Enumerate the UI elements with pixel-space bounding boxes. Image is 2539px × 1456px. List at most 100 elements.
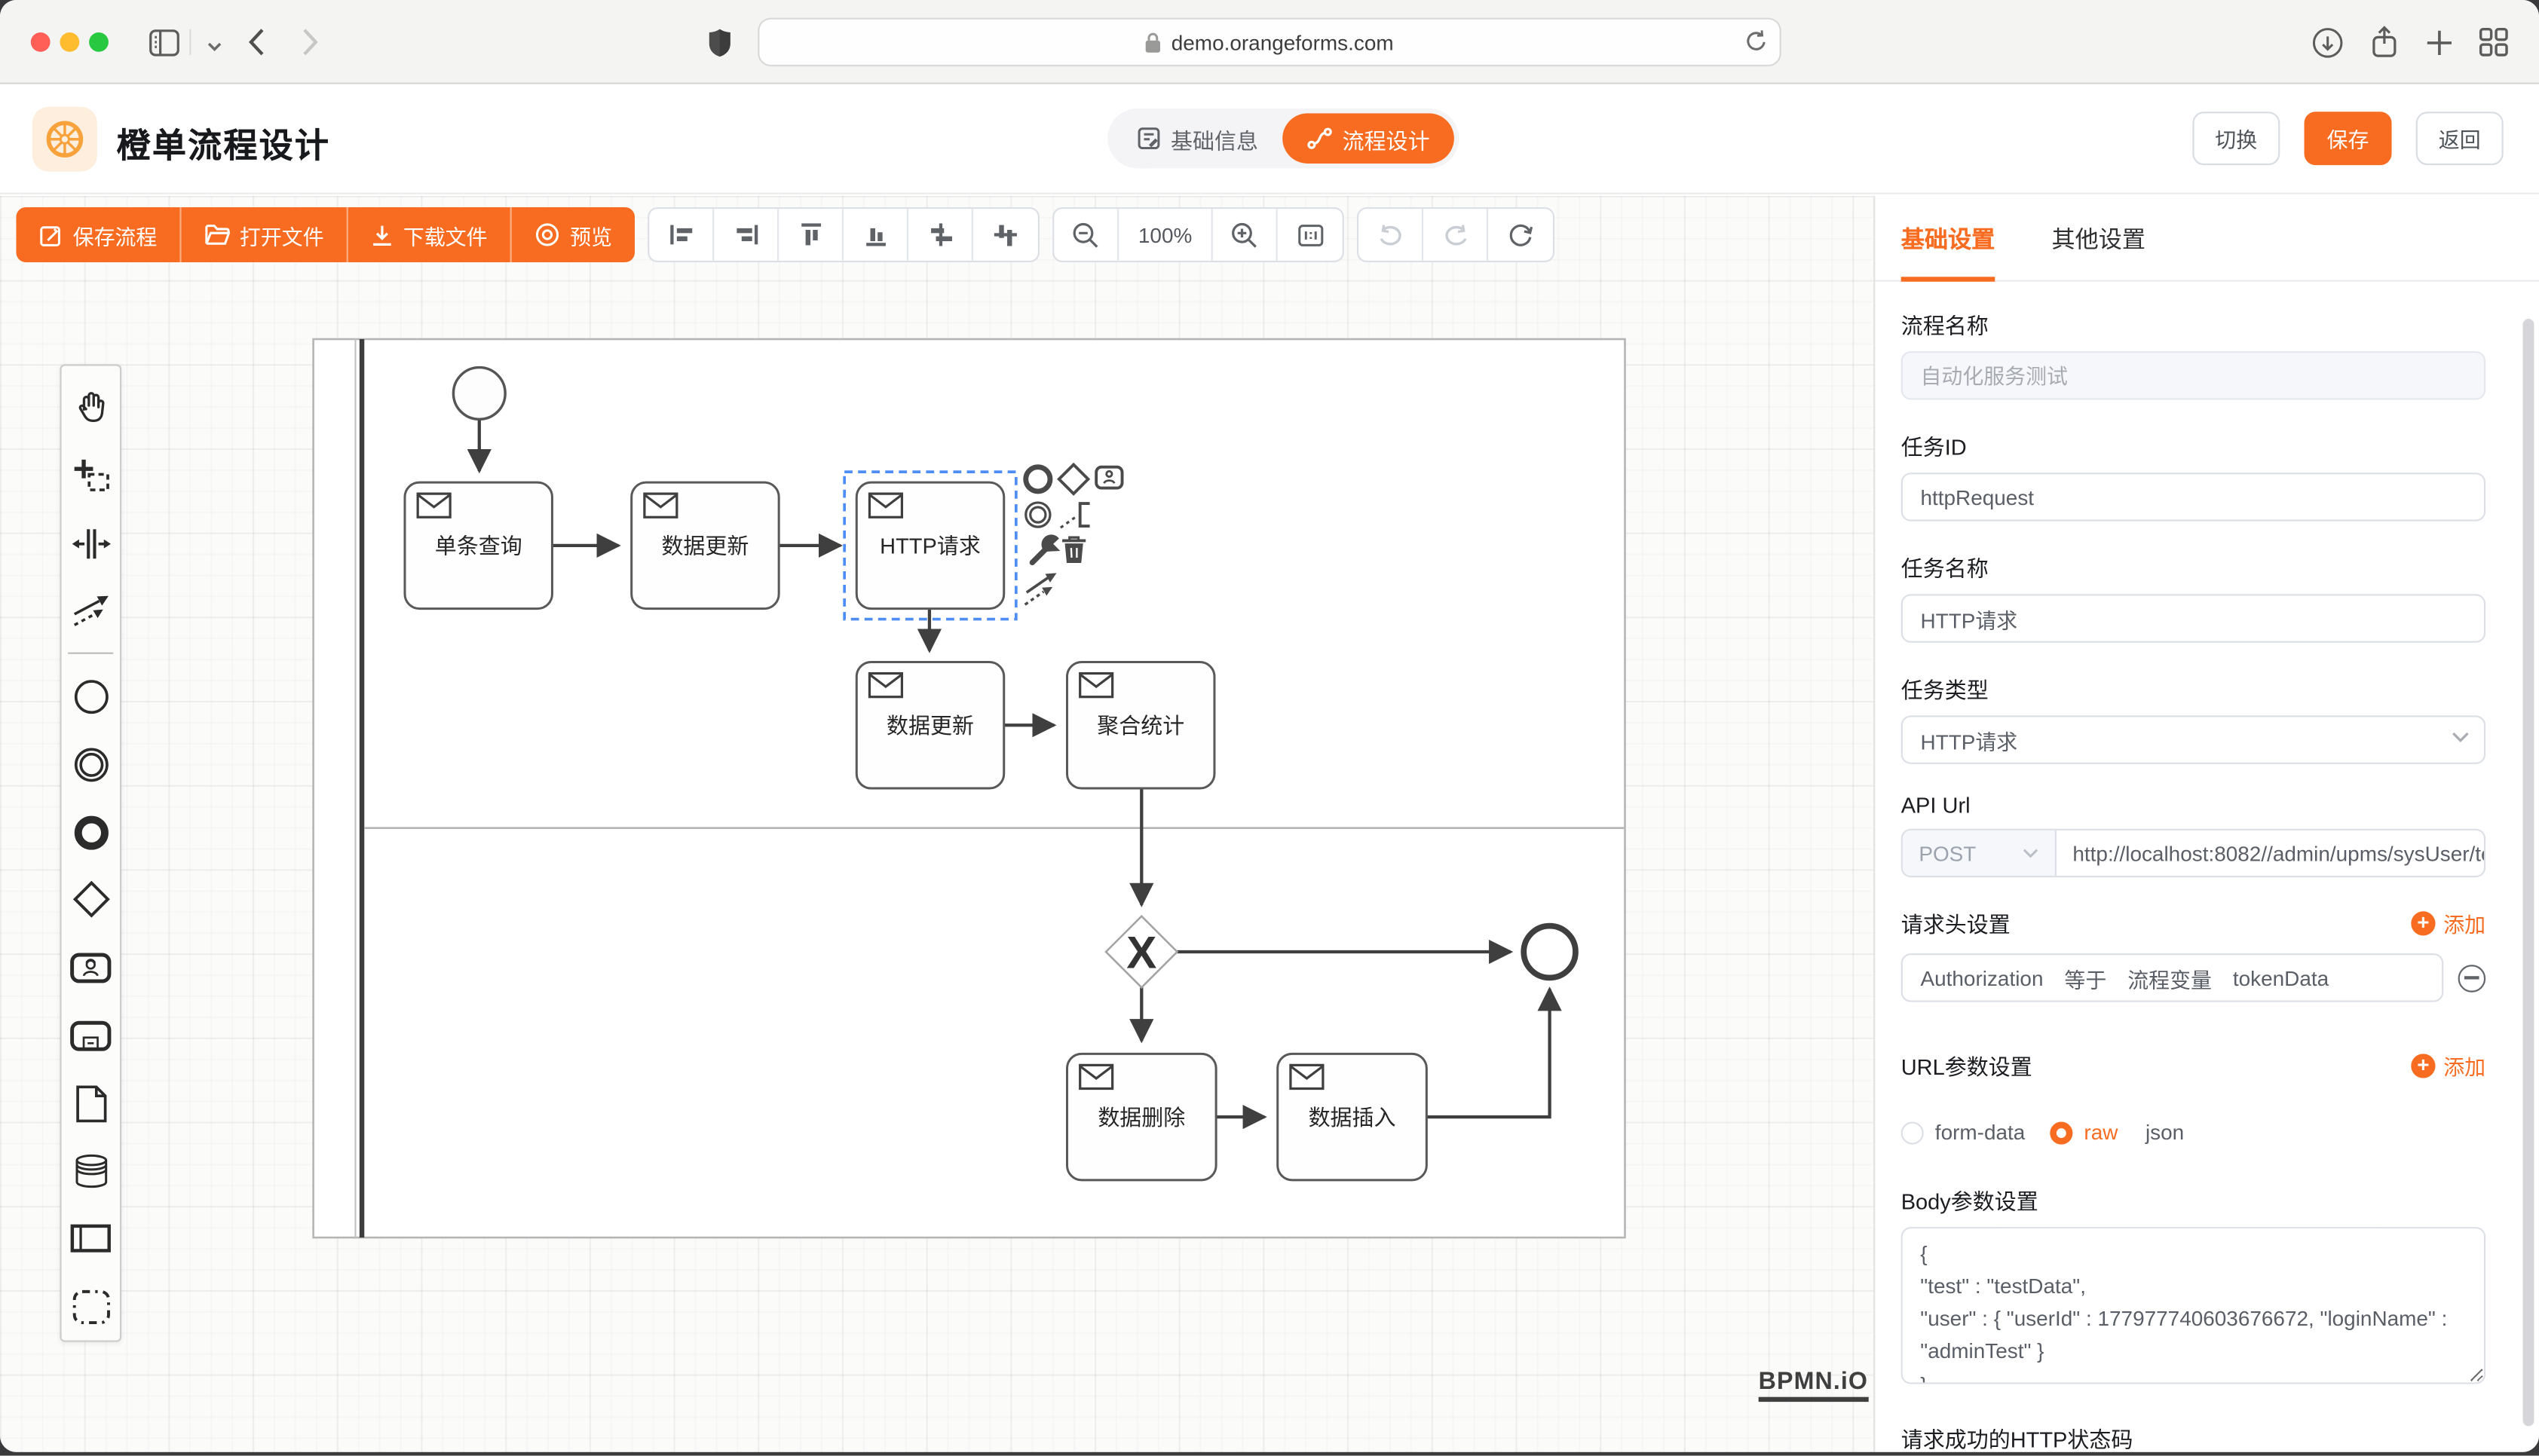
new-tab-icon[interactable] (2419, 23, 2458, 62)
user-task-shape[interactable] (60, 934, 121, 1002)
hand-tool[interactable] (60, 374, 121, 442)
align-center-v-button[interactable] (973, 209, 1038, 261)
task-aggregate-stats[interactable]: 聚合统计 (1066, 661, 1216, 790)
intermediate-event-shape[interactable] (60, 730, 121, 798)
task-data-insert[interactable]: 数据插入 (1276, 1052, 1428, 1182)
tab-overview-icon[interactable] (2474, 23, 2513, 62)
exclusive-gateway[interactable]: X (1104, 914, 1179, 990)
minimize-window-button[interactable] (60, 32, 80, 52)
close-window-button[interactable] (30, 32, 51, 52)
bpmn-canvas[interactable]: 保存流程 打开文件 下载文件 预览 (0, 195, 1874, 1452)
participant-pool-shape[interactable] (60, 1205, 121, 1273)
text-annotation-icon[interactable] (1059, 502, 1090, 529)
end-event-shape[interactable] (60, 798, 121, 866)
radio-form-data[interactable]: form-data (1900, 1120, 2050, 1145)
task-data-update-1[interactable]: 数据更新 (630, 481, 780, 610)
back-button[interactable] (237, 23, 276, 62)
radio-json-label: json (2145, 1120, 2185, 1145)
reset-button[interactable] (1488, 209, 1553, 261)
add-header-button[interactable]: + 添加 (2411, 907, 2485, 938)
task-id-input[interactable] (1900, 473, 2486, 522)
task-label: 数据删除 (1098, 1106, 1185, 1130)
align-right-button[interactable] (714, 209, 779, 261)
sidebar-chevron-icon[interactable] (194, 28, 234, 67)
wrench-icon[interactable] (1029, 534, 1061, 566)
start-event-shape[interactable] (60, 662, 121, 730)
zoom-window-button[interactable] (89, 32, 109, 52)
document-shape[interactable] (60, 1069, 121, 1137)
remove-header-icon[interactable] (2458, 964, 2486, 992)
zoom-button-group: 100% (1052, 206, 1344, 262)
radio-form-data-label: form-data (1934, 1120, 2026, 1145)
settings-form: 流程名称 任务ID 任务名称 任务类型 (1875, 282, 2539, 1452)
zoom-fit-button[interactable] (1278, 209, 1343, 261)
body-params-textarea[interactable]: { "test" : "testData", "user" : { "userI… (1900, 1227, 2486, 1384)
save-button[interactable]: 保存 (2304, 112, 2392, 166)
align-bottom-button[interactable] (844, 209, 909, 261)
bpmn-diagram: 单条查询 数据更新 HTTP请求 数据更新 聚合统计 (312, 338, 1626, 1239)
sidebar-toggle-icon[interactable] (144, 23, 183, 62)
tab-process-design[interactable]: 流程设计 (1282, 113, 1454, 164)
api-method-select[interactable]: POST (1902, 830, 2057, 876)
align-center-h-button[interactable] (908, 209, 974, 261)
undo-button[interactable] (1358, 209, 1424, 261)
tab-basic-info[interactable]: 基础信息 (1113, 113, 1283, 164)
bpmn-io-logo[interactable]: BPMN.iO (1758, 1368, 1869, 1402)
privacy-shield-icon[interactable] (700, 23, 739, 62)
task-type-select[interactable] (1900, 715, 2486, 764)
save-flow-button[interactable]: 保存流程 (16, 206, 182, 262)
tab-basic-settings[interactable]: 基础设置 (1900, 196, 1995, 281)
align-top-button[interactable] (779, 209, 844, 261)
forward-button[interactable] (289, 23, 329, 62)
datastore-shape[interactable] (60, 1137, 121, 1205)
address-bar[interactable]: demo.orangeforms.com (758, 17, 1781, 67)
append-end-event-icon[interactable] (1023, 464, 1053, 494)
tab-other-settings[interactable]: 其他设置 (2051, 227, 2146, 254)
redo-button[interactable] (1423, 209, 1489, 261)
subprocess-shape[interactable] (60, 1002, 121, 1069)
header-entry[interactable]: Authorization 等于 流程变量 tokenData (1900, 953, 2444, 1002)
connection-tool[interactable] (60, 577, 121, 645)
back-button-app[interactable]: 返回 (2415, 112, 2504, 166)
group-shape[interactable] (60, 1273, 121, 1341)
task-name-input[interactable] (1900, 594, 2486, 643)
zoom-level[interactable]: 100% (1119, 209, 1213, 261)
radio-raw[interactable]: raw (2050, 1120, 2118, 1145)
radio-json[interactable]: json (2145, 1120, 2184, 1144)
reload-icon[interactable] (1746, 29, 1767, 59)
append-gateway-icon[interactable] (1057, 462, 1091, 496)
align-left-button[interactable] (649, 209, 715, 261)
task-data-delete[interactable]: 数据删除 (1066, 1052, 1217, 1182)
lasso-tool[interactable] (60, 442, 121, 509)
page-title: 橙单流程设计 (116, 127, 331, 166)
task-http-request[interactable]: HTTP请求 (855, 481, 1006, 610)
preview-button[interactable]: 预览 (512, 207, 635, 262)
panel-scrollbar[interactable] (2522, 319, 2534, 1427)
start-event[interactable] (452, 366, 507, 421)
gateway-shape[interactable] (60, 866, 121, 934)
append-task-icon[interactable] (1095, 465, 1124, 490)
radio-icon (1900, 1121, 1924, 1144)
task-single-query[interactable]: 单条查询 (403, 481, 553, 610)
history-button-group (1357, 206, 1555, 262)
trash-icon[interactable] (1062, 536, 1086, 564)
space-tool[interactable] (60, 509, 121, 577)
task-data-update-2[interactable]: 数据更新 (855, 661, 1006, 790)
process-name-input[interactable] (1900, 351, 2486, 400)
add-header-label: 添加 (2443, 912, 2486, 937)
header-actions: 切换 保存 返回 (2192, 112, 2504, 166)
share-icon[interactable] (2364, 23, 2403, 62)
end-event[interactable] (1521, 922, 1579, 981)
task-label: 单条查询 (435, 534, 522, 559)
download-file-button[interactable]: 下载文件 (348, 206, 512, 262)
zoom-in-button[interactable] (1213, 209, 1278, 261)
open-file-button[interactable]: 打开文件 (182, 206, 348, 262)
zoom-out-button[interactable] (1054, 209, 1119, 261)
switch-button[interactable]: 切换 (2192, 112, 2280, 166)
connect-icon[interactable] (1024, 573, 1057, 606)
downloads-icon[interactable] (2308, 23, 2347, 62)
api-url-input[interactable]: http://localhost:8082//admin/upms/sysUse… (2072, 840, 2484, 866)
append-intermediate-event-icon[interactable] (1024, 501, 1052, 528)
add-url-param-button[interactable]: + 添加 (2411, 1050, 2485, 1081)
